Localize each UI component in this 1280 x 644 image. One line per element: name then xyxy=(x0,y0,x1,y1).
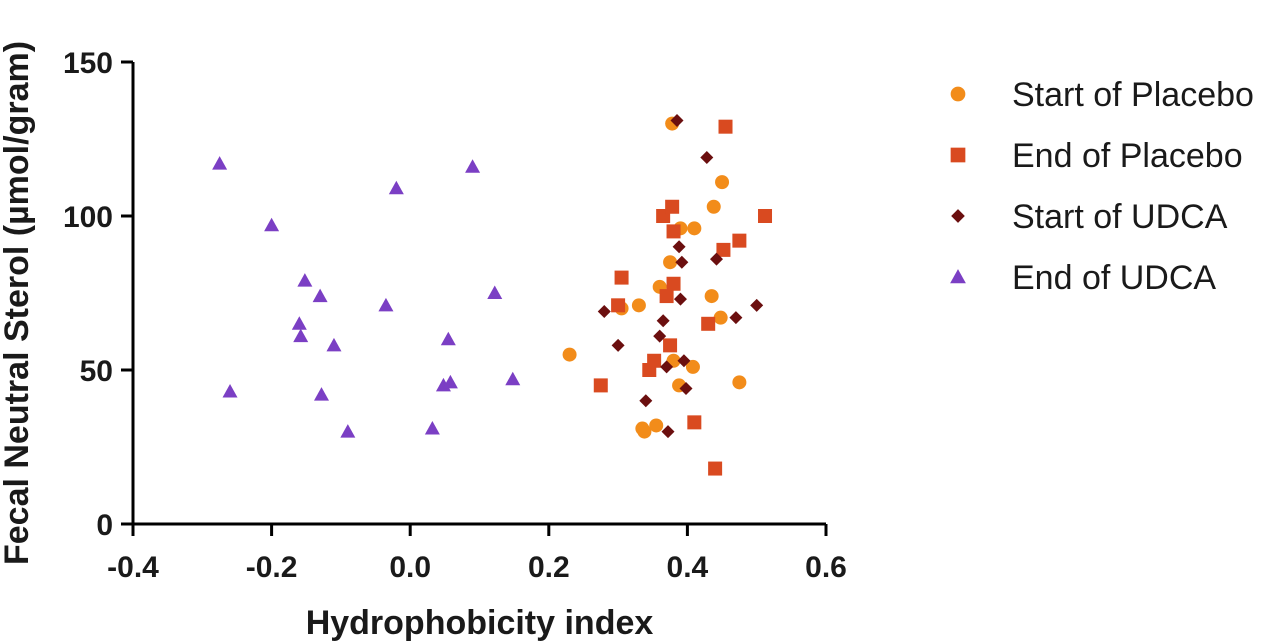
legend-label: End of Placebo xyxy=(1012,137,1243,175)
data-point-triangle xyxy=(440,331,456,346)
data-point-diamond xyxy=(597,304,611,318)
x-tick-label: -0.4 xyxy=(107,551,159,584)
data-point-triangle xyxy=(212,156,228,170)
data-point-circle xyxy=(732,375,747,390)
data-point-triangle xyxy=(388,180,404,195)
legend-item: Start of Placebo xyxy=(950,76,1254,114)
legend-marker-circle xyxy=(950,86,966,102)
data-point-triangle xyxy=(442,374,458,389)
data-point-square xyxy=(614,270,629,285)
data-point-circle xyxy=(706,199,721,214)
data-point-circle xyxy=(704,289,719,304)
data-point-triangle xyxy=(264,217,280,232)
data-point-diamond xyxy=(679,381,693,395)
data-point-diamond xyxy=(661,425,675,439)
x-tick-label: 0.6 xyxy=(805,551,847,584)
data-point-circle xyxy=(687,221,702,236)
data-point-circle xyxy=(713,310,728,325)
data-point-square xyxy=(666,276,681,291)
legend-label: End of UDCA xyxy=(1012,259,1216,297)
data-point-diamond xyxy=(700,150,714,164)
data-point-diamond xyxy=(653,329,667,343)
data-point-diamond xyxy=(670,114,684,128)
data-point-square xyxy=(708,461,723,476)
data-point-square xyxy=(666,224,681,239)
x-axis-title: Hydrophobicity index xyxy=(306,604,654,642)
x-tick-label: 0.0 xyxy=(389,551,431,584)
legend-marker-triangle xyxy=(950,269,966,284)
y-tick-label: 100 xyxy=(63,201,113,234)
x-tick-label: 0.2 xyxy=(528,551,570,584)
data-point-square xyxy=(647,353,662,368)
legend-label: Start of Placebo xyxy=(1012,76,1254,114)
data-point-diamond xyxy=(660,360,674,374)
y-tick-label: 50 xyxy=(80,355,113,388)
data-point-circle xyxy=(631,298,646,313)
legend-marker-diamond xyxy=(951,209,965,223)
data-point-square xyxy=(611,298,626,313)
series-triangle xyxy=(212,156,521,438)
series-diamond xyxy=(597,114,764,439)
data-point-triangle xyxy=(424,421,440,435)
data-point-diamond xyxy=(656,314,670,328)
data-point-circle xyxy=(715,175,730,190)
data-point-square xyxy=(659,289,674,304)
data-point-square xyxy=(732,233,747,248)
y-tick-label: 0 xyxy=(96,509,113,542)
data-point-circle xyxy=(663,255,678,270)
data-point-circle xyxy=(685,359,700,374)
data-point-triangle xyxy=(313,387,329,401)
data-point-triangle xyxy=(312,288,328,303)
data-point-triangle xyxy=(326,337,342,352)
data-point-triangle xyxy=(487,285,503,299)
y-tick-label: 150 xyxy=(63,47,113,80)
axes: -0.4 -0.2 0.0 0.2 0.4 0.6 0 50 100 150 xyxy=(63,47,847,584)
data-point-square xyxy=(718,119,733,134)
data-point-square xyxy=(716,242,731,257)
legend-item: End of UDCA xyxy=(950,259,1216,297)
data-point-triangle xyxy=(222,384,238,398)
legend-label: Start of UDCA xyxy=(1012,198,1228,236)
data-point-square xyxy=(663,338,678,353)
data-point-square xyxy=(701,316,716,331)
data-point-triangle xyxy=(340,424,356,438)
data-point-triangle xyxy=(465,159,481,173)
data-point-triangle xyxy=(293,328,309,343)
data-point-circle xyxy=(637,424,652,439)
series-square xyxy=(593,119,773,476)
data-point-triangle xyxy=(297,273,313,287)
data-point-circle xyxy=(649,418,664,433)
data-point-diamond xyxy=(611,338,625,352)
data-point-diamond xyxy=(672,240,686,254)
legend-marker-square xyxy=(950,147,966,163)
data-point-triangle xyxy=(378,297,394,312)
series-circle xyxy=(562,116,747,439)
plot-area xyxy=(212,114,773,476)
data-point-triangle xyxy=(291,316,307,330)
data-point-circle xyxy=(562,347,577,362)
legend: Start of Placebo End of Placebo Start of U… xyxy=(950,76,1254,297)
data-point-diamond xyxy=(673,292,687,306)
data-point-diamond xyxy=(675,255,689,269)
data-point-square xyxy=(687,415,702,430)
data-point-diamond xyxy=(710,252,724,266)
x-tick-label: 0.4 xyxy=(667,551,709,584)
x-tick-label: -0.2 xyxy=(246,551,298,584)
data-point-diamond xyxy=(639,394,653,408)
data-point-diamond xyxy=(677,354,691,368)
data-point-triangle xyxy=(505,371,521,386)
data-point-square xyxy=(593,378,608,393)
legend-item: Start of UDCA xyxy=(951,198,1228,236)
y-axis-title: Fecal Neutral Sterol (µmol/gram) xyxy=(0,41,36,565)
data-point-square xyxy=(665,199,680,214)
legend-item: End of Placebo xyxy=(950,137,1243,175)
data-point-diamond xyxy=(729,311,743,325)
data-point-diamond xyxy=(750,298,764,312)
data-point-square xyxy=(758,209,773,223)
